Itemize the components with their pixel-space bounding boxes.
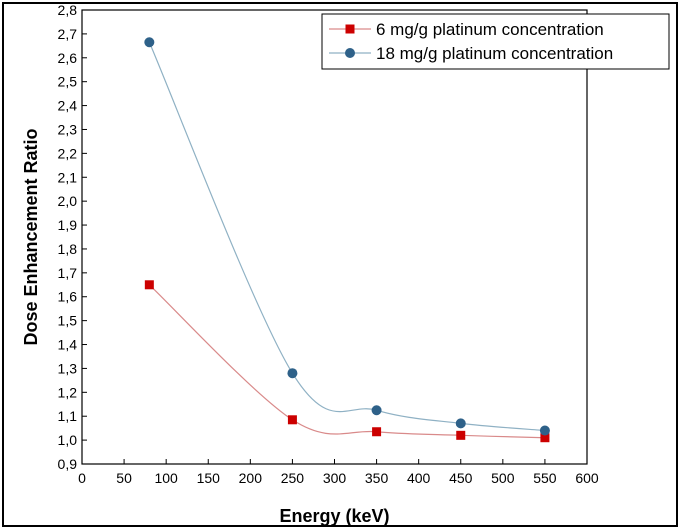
legend-entry: 18 mg/g platinum concentration: [329, 44, 613, 63]
data-point-square: [144, 280, 154, 290]
y-tick-label: 1,4: [58, 337, 78, 353]
data-point-circle: [287, 368, 298, 379]
legend-entry: 6 mg/g platinum concentration: [329, 20, 604, 39]
x-tick-label: 500: [491, 470, 515, 486]
series-layer: [144, 37, 550, 443]
y-tick-label: 1,7: [58, 265, 78, 281]
y-axis: 0,9 1,0 1,1 1,2 1,3 1,4 1,5 1,6 1,7 1,8 1,9 2,0 2,1 2…: [58, 2, 87, 472]
y-tick-label: 2,3: [58, 121, 78, 137]
y-tick-label: 0,9: [58, 456, 78, 472]
data-point-circle: [539, 425, 550, 436]
y-tick-label: 2,1: [58, 169, 78, 185]
y-tick-label: 2,6: [58, 50, 78, 66]
y-tick-label: 1,0: [58, 432, 78, 448]
x-tick-label: 200: [239, 470, 263, 486]
plot-area: [81, 9, 588, 465]
x-tick-label: 550: [533, 470, 557, 486]
y-tick-label: 1,2: [58, 384, 78, 400]
legend-marker-square: [345, 24, 355, 34]
x-tick-label: 600: [575, 470, 599, 486]
x-tick-label: 50: [116, 470, 132, 486]
plot-border: [81, 9, 588, 465]
x-tick-label: 100: [154, 470, 178, 486]
y-tick-label: 1,9: [58, 217, 78, 233]
data-point-square: [287, 415, 297, 425]
y-tick-label: 1,3: [58, 360, 78, 376]
x-tick-label: 0: [78, 470, 86, 486]
x-tick-label: 150: [197, 470, 221, 486]
data-point-square: [372, 427, 382, 437]
y-tick-label: 2,4: [58, 98, 78, 114]
y-tick-label: 2,8: [58, 2, 78, 18]
series-line: [148, 42, 545, 432]
data-point-circle: [144, 37, 155, 48]
x-tick-label: 450: [449, 470, 473, 486]
data-point-square: [456, 430, 466, 440]
data-point-circle: [371, 405, 382, 416]
y-tick-label: 2,5: [58, 74, 78, 90]
legend-label: 6 mg/g platinum concentration: [376, 20, 604, 39]
data-point-square: [540, 433, 550, 443]
x-axis: 0 50 100 150 200 250 300 350 400 450 500 550 600: [78, 459, 599, 486]
data-point-circle: [455, 418, 466, 429]
y-tick-label: 2,2: [58, 145, 78, 161]
legend: 6 mg/g platinum concentration 18 mg/g pla…: [321, 13, 670, 70]
x-tick-label: 250: [281, 470, 305, 486]
series-1: [144, 280, 550, 443]
x-tick-label: 400: [407, 470, 431, 486]
series-2: [144, 37, 550, 436]
x-tick-label: 300: [323, 470, 347, 486]
legend-label: 18 mg/g platinum concentration: [376, 44, 613, 63]
x-axis-title: Energy (keV): [279, 506, 389, 526]
x-tick-label: 350: [365, 470, 389, 486]
y-tick-label: 1,8: [58, 241, 78, 257]
y-tick-label: 2,7: [58, 26, 78, 42]
y-tick-label: 1,5: [58, 313, 78, 329]
y-axis-title: Dose Enhancement Ratio: [21, 128, 41, 345]
y-tick-label: 2,0: [58, 193, 78, 209]
series-line: [148, 284, 545, 439]
y-tick-label: 1,1: [58, 408, 78, 424]
legend-box: [321, 13, 670, 70]
legend-marker-circle: [345, 48, 355, 58]
y-tick-label: 1,6: [58, 289, 78, 305]
